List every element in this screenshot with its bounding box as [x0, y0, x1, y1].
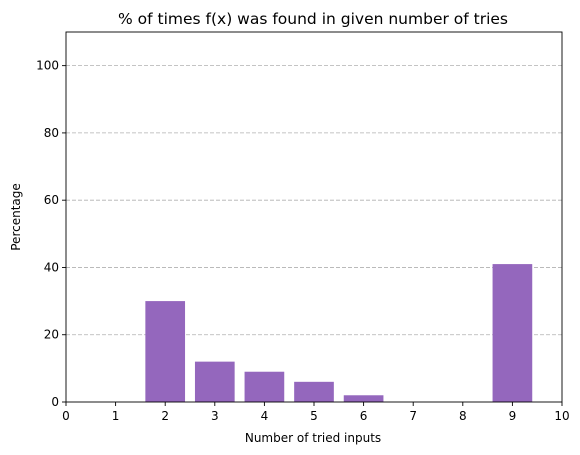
- y-axis-label: Percentage: [9, 183, 23, 251]
- x-tick-label: 9: [509, 409, 517, 423]
- bar-3: [194, 361, 235, 402]
- y-tick-label: 40: [44, 260, 59, 274]
- x-tick-label: 2: [161, 409, 169, 423]
- y-tick-label: 20: [44, 328, 59, 342]
- bar-4: [244, 371, 285, 402]
- y-tick-label: 0: [51, 395, 59, 409]
- x-tick-label: 3: [211, 409, 219, 423]
- bar-6: [343, 395, 384, 402]
- x-tick-label: 5: [310, 409, 318, 423]
- bars: [145, 264, 533, 402]
- x-tick-label: 7: [409, 409, 417, 423]
- x-tick-label: 10: [554, 409, 569, 423]
- x-tick-label: 4: [261, 409, 269, 423]
- y-tick-label: 60: [44, 193, 59, 207]
- x-axis-ticks: 0 1 2 3 4 5 6 7 8 9 10: [62, 402, 570, 423]
- gridlines: [66, 65, 562, 336]
- bar-5: [294, 381, 334, 402]
- plot-frame: [65, 31, 563, 403]
- chart-title: % of times f(x) was found in given numbe…: [118, 10, 508, 28]
- y-tick-label: 80: [44, 126, 59, 140]
- y-tick-label: 100: [36, 59, 59, 73]
- x-tick-label: 1: [112, 409, 120, 423]
- bar-9: [492, 264, 533, 402]
- y-axis-ticks: 0 20 40 60 80 100: [36, 59, 66, 409]
- bar-2: [145, 301, 186, 402]
- x-tick-label: 8: [459, 409, 467, 423]
- x-axis-label: Number of tried inputs: [245, 431, 381, 445]
- x-tick-label: 6: [360, 409, 368, 423]
- x-tick-label: 0: [62, 409, 70, 423]
